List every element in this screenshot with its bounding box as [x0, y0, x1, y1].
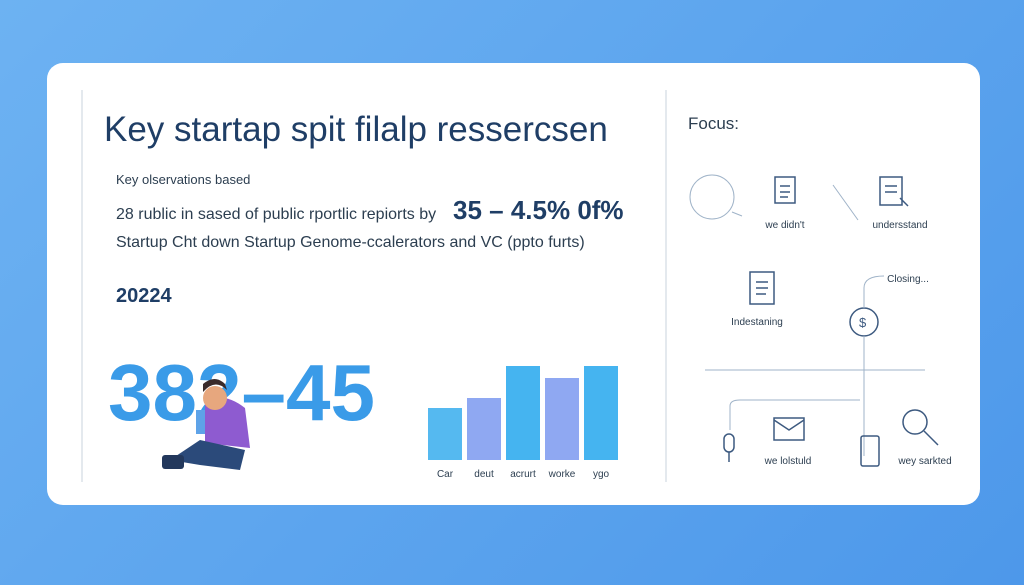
item-label: wey sarkted: [897, 456, 951, 467]
title: Key startap spit filalp ressercsen: [104, 110, 608, 149]
subtitle: Key olservations based: [116, 172, 250, 187]
bar-chart: Car deut acrurt worke ygo: [428, 366, 618, 480]
x-tick-label: deut: [474, 469, 494, 480]
item-label: undersstand: [872, 220, 927, 231]
item-label: we didn't: [764, 220, 804, 231]
x-tick-label: ygo: [593, 469, 610, 480]
card: [47, 63, 980, 505]
bar: [467, 398, 501, 460]
text-line: Startup Cht down Startup Genome-ccalerat…: [116, 234, 585, 251]
item-label: Indestaning: [731, 317, 783, 328]
focus-title: Focus:: [688, 114, 739, 133]
bar: [506, 366, 540, 460]
x-tick-label: worke: [548, 469, 576, 480]
person-illustration: [162, 379, 250, 470]
x-tick-label: Car: [437, 469, 454, 480]
icon: $: [859, 315, 867, 330]
item-label: we lolstuld: [764, 456, 812, 467]
bar: [584, 366, 618, 460]
x-tick-label: acrurt: [510, 469, 536, 480]
bar: [545, 378, 579, 460]
text-line: 28 rublic in sased of public rportlic re…: [116, 206, 436, 223]
bar: [428, 408, 462, 460]
year: 20224: [116, 285, 172, 307]
item-label: Closing...: [887, 274, 929, 285]
flow-diagram: $: [689, 174, 939, 467]
highlight: 35 – 4.5% 0f%: [453, 195, 624, 225]
